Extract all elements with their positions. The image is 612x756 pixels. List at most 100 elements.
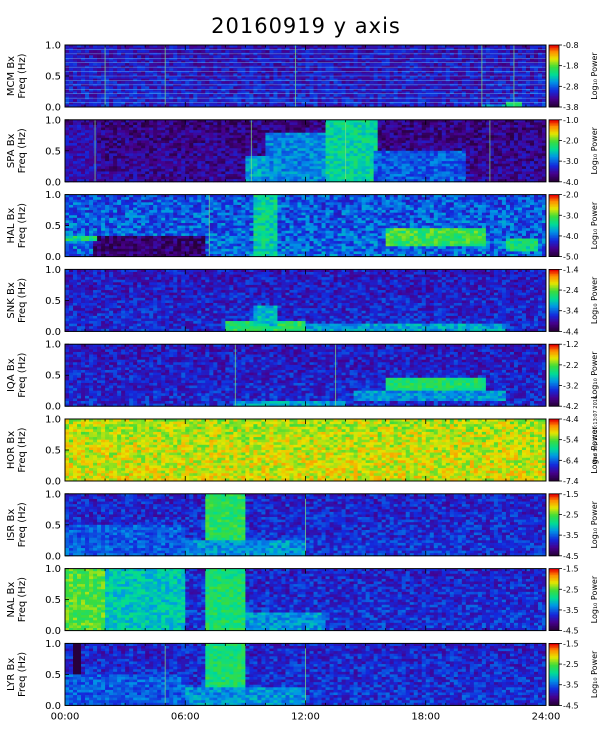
colorbar-hor: -4.4 -5.4 -6.4 -7.4 Log₁₀ Power bbox=[548, 415, 599, 486]
y-axis-label: Freq (Hz) bbox=[17, 577, 28, 622]
colorbar-tick-label: -1.5 bbox=[563, 565, 579, 574]
colorbar-frame bbox=[548, 493, 560, 557]
colorbar-tick-label: -1.0 bbox=[563, 116, 579, 125]
y-tick-label: 0.5 bbox=[45, 670, 61, 681]
colorbar-frame bbox=[548, 119, 560, 183]
y-tick-label: 0.5 bbox=[45, 72, 61, 83]
heatmap-hal bbox=[65, 194, 547, 257]
x-tick-label: 18:00 bbox=[411, 711, 440, 722]
colorbar-spa: -1.0 -2.0 -3.0 -4.0 Log₁₀ Power bbox=[548, 116, 599, 187]
y-axis-label: Freq (Hz) bbox=[17, 203, 28, 248]
colorbar-tick-label: -2.5 bbox=[563, 510, 579, 519]
x-axis: 00:00 06:00 12:00 18:00 24:00 bbox=[51, 711, 561, 722]
colorbar-mcm: -0.8 -1.8 -2.8 -3.8 Log₁₀ Power bbox=[548, 41, 599, 112]
colorbar-label: Log₁₀ Power bbox=[590, 276, 599, 324]
panel-snk: 0.0 0.5 1.0 SNK Bx Freq (Hz) -1.4 -2.4 -3.4 -4.4… bbox=[6, 265, 599, 338]
y-axis-label: HOR Bx bbox=[6, 431, 17, 469]
y-axis-label: MCM Bx bbox=[6, 56, 17, 96]
y-tick-label: 1.0 bbox=[45, 115, 61, 126]
colorbar-tick-label: -3.4 bbox=[563, 307, 579, 316]
y-tick-label: 0.5 bbox=[45, 221, 61, 232]
y-tick-label: 0.0 bbox=[45, 327, 61, 338]
y-axis-label: Freq (Hz) bbox=[17, 353, 28, 398]
colorbar-iqa: -1.2 -2.2 -3.2 -4.2 Log₁₀ Power bbox=[548, 340, 599, 411]
colorbar-tick-label: -3.5 bbox=[563, 606, 579, 615]
colorbar-tick-label: -2.5 bbox=[563, 585, 579, 594]
y-tick-label: 0.5 bbox=[45, 520, 61, 531]
y-tick-label: 0.5 bbox=[45, 296, 61, 307]
y-tick-label: 1.0 bbox=[45, 639, 61, 650]
colorbar-tick-label: -2.5 bbox=[563, 660, 579, 669]
y-tick-label: 1.0 bbox=[45, 564, 61, 575]
panel-lyr: 0.0 0.5 1.0 LYR Bx Freq (Hz) -1.5 -2.5 -3.5 -4.5… bbox=[6, 639, 599, 712]
colorbar-tick-label: -0.8 bbox=[563, 41, 579, 50]
x-tick-label: 12:00 bbox=[291, 711, 320, 722]
panel-iqa: 0.0 0.5 1.0 IQA Bx Freq (Hz) -1.2 -2.2 -3.2 -4.2… bbox=[6, 340, 599, 413]
colorbar-frame bbox=[548, 343, 560, 407]
colorbar-tick-label: -2.2 bbox=[563, 361, 579, 370]
heatmap-spa bbox=[65, 119, 547, 183]
y-tick-label: 1.0 bbox=[45, 265, 61, 276]
x-tick-label: 24:00 bbox=[532, 711, 561, 722]
colorbar-frame bbox=[548, 568, 560, 631]
heatmap-isr bbox=[65, 493, 547, 557]
heatmap-hor bbox=[65, 419, 547, 482]
y-tick-label: 0.0 bbox=[45, 701, 61, 712]
y-axis-label: LYR Bx bbox=[6, 658, 17, 691]
y-axis-label: SPA Bx bbox=[6, 133, 17, 168]
y-tick-label: 1.0 bbox=[45, 340, 61, 351]
y-tick-label: 0.5 bbox=[45, 146, 61, 157]
colorbar-label: Log₁₀ Power bbox=[590, 52, 599, 100]
colorbar-tick-label: -3.0 bbox=[563, 157, 579, 166]
colorbar-tick-label: -4.4 bbox=[563, 327, 579, 336]
y-tick-label: 0.5 bbox=[45, 446, 61, 457]
colorbar-tick-label: -7.4 bbox=[563, 477, 579, 486]
y-axis-label: Freq (Hz) bbox=[17, 128, 28, 173]
colorbar-tick-label: -5.4 bbox=[563, 436, 579, 445]
colorbar-tick-label: -4.5 bbox=[563, 552, 579, 561]
y-tick-label: 0.0 bbox=[45, 252, 61, 263]
y-tick-label: 0.5 bbox=[45, 371, 61, 382]
colorbar-tick-label: -1.5 bbox=[563, 490, 579, 499]
colorbar-frame bbox=[548, 268, 560, 332]
y-tick-label: 1.0 bbox=[45, 190, 61, 201]
colorbar-tick-label: -2.0 bbox=[563, 191, 579, 200]
y-tick-label: 0.0 bbox=[45, 402, 61, 413]
heatmap-snk bbox=[65, 269, 547, 332]
colorbar-label: Log₁₀ Power bbox=[590, 500, 599, 548]
colorbar-tick-label: -2.4 bbox=[563, 286, 579, 295]
colorbar-lyr: -1.5 -2.5 -3.5 -4.5 Log₁₀ Power bbox=[548, 639, 599, 710]
colorbar-isr: -1.5 -2.5 -3.5 -4.5 Log₁₀ Power bbox=[548, 490, 599, 561]
y-tick-label: 0.5 bbox=[45, 595, 61, 606]
colorbar-label: Log₁₀ Power bbox=[590, 201, 599, 249]
y-tick-label: 1.0 bbox=[45, 415, 61, 426]
colorbar-tick-label: -3.8 bbox=[563, 103, 579, 112]
colorbar-snk: -1.4 -2.4 -3.4 -4.4 Log₁₀ Power bbox=[548, 265, 599, 336]
colorbar-hal: -2.0 -3.0 -4.0 -5.0 Log₁₀ Power bbox=[548, 191, 599, 262]
y-axis-label: HAL Bx bbox=[6, 208, 17, 244]
colorbar-tick-label: -4.5 bbox=[563, 701, 579, 710]
y-tick-label: 0.0 bbox=[45, 103, 61, 114]
panel-nal: 0.0 0.5 1.0 NAL Bx Freq (Hz) -1.5 -2.5 -3.5 -4.5… bbox=[6, 564, 599, 637]
heatmap-iqa bbox=[65, 344, 547, 407]
panel-mcm: 0.0 0.5 1.0 MCM Bx Freq (Hz) -0.8 -1.8 -2.8 -3.8… bbox=[6, 41, 599, 114]
colorbar-tick-label: -4.5 bbox=[563, 627, 579, 636]
panel-hor: 0.0 0.5 1.0 HOR Bx Freq (Hz) -4.4 -5.4 -6.4 -7.4… bbox=[6, 415, 599, 488]
panel-hal: 0.0 0.5 1.0 HAL Bx Freq (Hz) -2.0 -3.0 -4.0 -5.0… bbox=[6, 190, 599, 263]
y-axis-label: Freq (Hz) bbox=[17, 652, 28, 697]
colorbar-tick-label: -3.5 bbox=[563, 681, 579, 690]
colorbar-tick-label: -4.0 bbox=[563, 178, 579, 187]
panel-spa: 0.0 0.5 1.0 SPA Bx Freq (Hz) -1.0 -2.0 -3.0 -4.0… bbox=[6, 115, 599, 188]
colorbar-tick-label: -2.8 bbox=[563, 82, 579, 91]
colorbar-frame bbox=[548, 418, 560, 482]
y-axis-label: IQA Bx bbox=[6, 358, 17, 392]
colorbar-frame bbox=[548, 194, 560, 258]
y-axis-label: Freq (Hz) bbox=[17, 502, 28, 547]
colorbar-label: Log₁₀ Power bbox=[590, 426, 599, 474]
y-tick-label: 1.0 bbox=[45, 489, 61, 500]
y-axis-label: SNK Bx bbox=[6, 282, 17, 318]
y-tick-label: 0.0 bbox=[45, 477, 61, 488]
colorbar-tick-label: -1.8 bbox=[563, 62, 579, 71]
colorbar-tick-label: -4.4 bbox=[563, 415, 579, 424]
